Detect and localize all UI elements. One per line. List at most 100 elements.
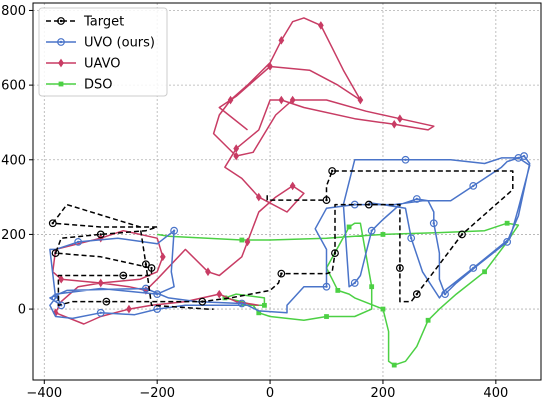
data-point-target-center [367, 203, 371, 206]
data-point-uvo-ours [429, 219, 438, 228]
data-point-target [412, 290, 421, 299]
data-point-dso [391, 362, 397, 368]
legend-marker-dso [58, 81, 64, 87]
y-tick-label: 800 [1, 4, 26, 19]
data-point-uvo-ours [350, 279, 359, 287]
legend-marker-uavo [58, 58, 64, 68]
data-point-dso [380, 306, 386, 312]
data-point-uavo [397, 114, 403, 124]
data-point-uvo-ours [96, 308, 105, 317]
data-point-uavo [159, 252, 166, 262]
series-line-uavo [52, 17, 435, 325]
data-point-target [147, 264, 156, 272]
data-point-target-center [150, 266, 153, 270]
x-tick-label: −400 [26, 386, 62, 400]
data-point-uavo [244, 237, 251, 247]
axis-ticks: −400 −200 0 200 400 0 200 400 600 800 [1, 4, 508, 400]
data-point-dso [482, 269, 487, 275]
data-point-uavo [126, 304, 132, 314]
data-point-uavo [289, 181, 296, 191]
y-tick-label: 200 [1, 228, 26, 243]
x-tick-label: 200 [371, 386, 396, 400]
x-tick-label: 0 [266, 386, 274, 400]
data-point-dso [256, 310, 262, 316]
data-point-uavo [267, 62, 273, 71]
data-point-dso [222, 295, 228, 301]
series-line-uvo-ours [49, 155, 531, 320]
legend-label-uavo: UAVO [84, 57, 120, 72]
data-point-uvo-ours [407, 234, 416, 243]
legend-label-dso: DSO [84, 78, 113, 93]
data-point-target [102, 297, 111, 306]
data-point-uvo-ours-center [325, 285, 328, 288]
data-point-uavo [278, 95, 285, 105]
data-point-uvo-ours-center [155, 307, 159, 311]
data-point-uvo-ours-center [472, 266, 475, 270]
data-point-uvo-ours-center [76, 240, 80, 244]
series-line-target [52, 170, 514, 310]
data-point-uvo-ours [153, 290, 162, 299]
data-point-target-center [144, 263, 148, 266]
data-point-target-center [330, 169, 334, 173]
data-point-uvo-ours [170, 226, 179, 235]
y-tick-label: 400 [1, 153, 26, 168]
data-point-uavo [233, 151, 240, 161]
data-point-target-center [398, 266, 402, 270]
data-point-target [141, 260, 150, 269]
legend-marker-uvo-ours-center [59, 40, 63, 44]
data-point-target [458, 230, 466, 239]
data-point-uavo [227, 95, 234, 105]
data-point-dso [239, 237, 245, 243]
data-point-uvo-ours-center [353, 281, 356, 285]
plot-frame [32, 2, 542, 381]
x-tick-label: −200 [139, 386, 175, 400]
data-point-target-center [280, 272, 283, 275]
data-point-uavo [391, 119, 398, 129]
data-point-target-center [201, 300, 204, 303]
data-point-dso [425, 317, 431, 323]
data-point-target [364, 200, 373, 209]
data-point-target [96, 230, 105, 239]
data-point-uavo [357, 95, 364, 105]
data-point-uvo-ours-center [505, 240, 509, 244]
data-point-uavo [216, 289, 223, 299]
data-point-target [48, 219, 57, 228]
data-point-uvo-ours-center [522, 154, 526, 158]
data-point-target-center [415, 292, 419, 296]
data-point-target-center [333, 251, 337, 255]
data-point-uvo-ours [514, 154, 523, 162]
series-target [48, 167, 514, 310]
data-point-uvo-ours [412, 195, 421, 203]
data-point-uvo-ours [237, 299, 246, 308]
data-point-dso [346, 224, 352, 230]
data-point-uvo-ours [401, 155, 410, 164]
data-point-uvo-ours-center [99, 311, 102, 315]
legend-marker-target [57, 17, 65, 25]
data-point-uavo [278, 36, 285, 45]
data-point-uvo-ours-center [353, 203, 356, 206]
data-point-target [322, 196, 331, 204]
data-point-target [331, 249, 339, 257]
legend-box [38, 7, 168, 97]
data-point-uavo [317, 21, 324, 30]
data-point-uvo-ours-center [432, 222, 435, 225]
data-point-uavo [289, 95, 296, 105]
data-point-uvo-ours-center [370, 229, 373, 232]
data-point-target-center [51, 222, 54, 225]
data-point-target [328, 167, 337, 175]
data-point-uvo-ours [469, 264, 478, 272]
data-point-uavo [255, 192, 262, 202]
data-point-uvo-ours [441, 290, 449, 299]
data-point-uvo-ours-center [155, 292, 159, 296]
data-point-target-center [105, 300, 108, 303]
data-point-uvo-ours-center [54, 296, 57, 300]
data-point-dso [324, 314, 329, 319]
data-point-target [51, 249, 60, 257]
data-point-target-center [460, 233, 464, 236]
legend-label-target: Target [83, 15, 124, 30]
data-point-uvo-ours-center [415, 197, 419, 201]
legend: Target UVO (ours) UAVO DSO [38, 7, 168, 97]
data-point-dso [335, 288, 341, 293]
data-point-uvo-ours [74, 237, 83, 246]
data-point-uvo-ours-center [404, 158, 407, 161]
